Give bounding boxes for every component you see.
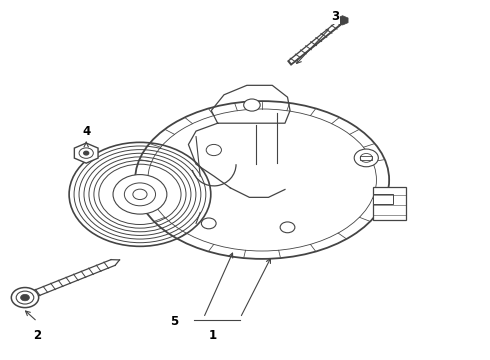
Circle shape xyxy=(354,149,378,167)
Polygon shape xyxy=(74,143,98,163)
Circle shape xyxy=(21,294,29,301)
Circle shape xyxy=(201,218,216,229)
Circle shape xyxy=(124,183,155,206)
Text: 3: 3 xyxy=(331,10,340,23)
Circle shape xyxy=(133,189,147,199)
Circle shape xyxy=(113,175,167,214)
Circle shape xyxy=(280,222,295,233)
Circle shape xyxy=(206,144,221,156)
Circle shape xyxy=(84,151,89,155)
FancyBboxPatch shape xyxy=(373,194,393,204)
Text: 5: 5 xyxy=(170,315,178,328)
Circle shape xyxy=(68,141,212,247)
Polygon shape xyxy=(337,16,348,25)
Text: 4: 4 xyxy=(82,125,90,138)
Polygon shape xyxy=(25,260,115,300)
Text: 1: 1 xyxy=(209,329,217,342)
Text: 2: 2 xyxy=(33,329,41,342)
Circle shape xyxy=(11,288,39,307)
Circle shape xyxy=(16,291,34,304)
Circle shape xyxy=(79,148,93,158)
FancyBboxPatch shape xyxy=(373,187,406,220)
Circle shape xyxy=(244,99,260,111)
